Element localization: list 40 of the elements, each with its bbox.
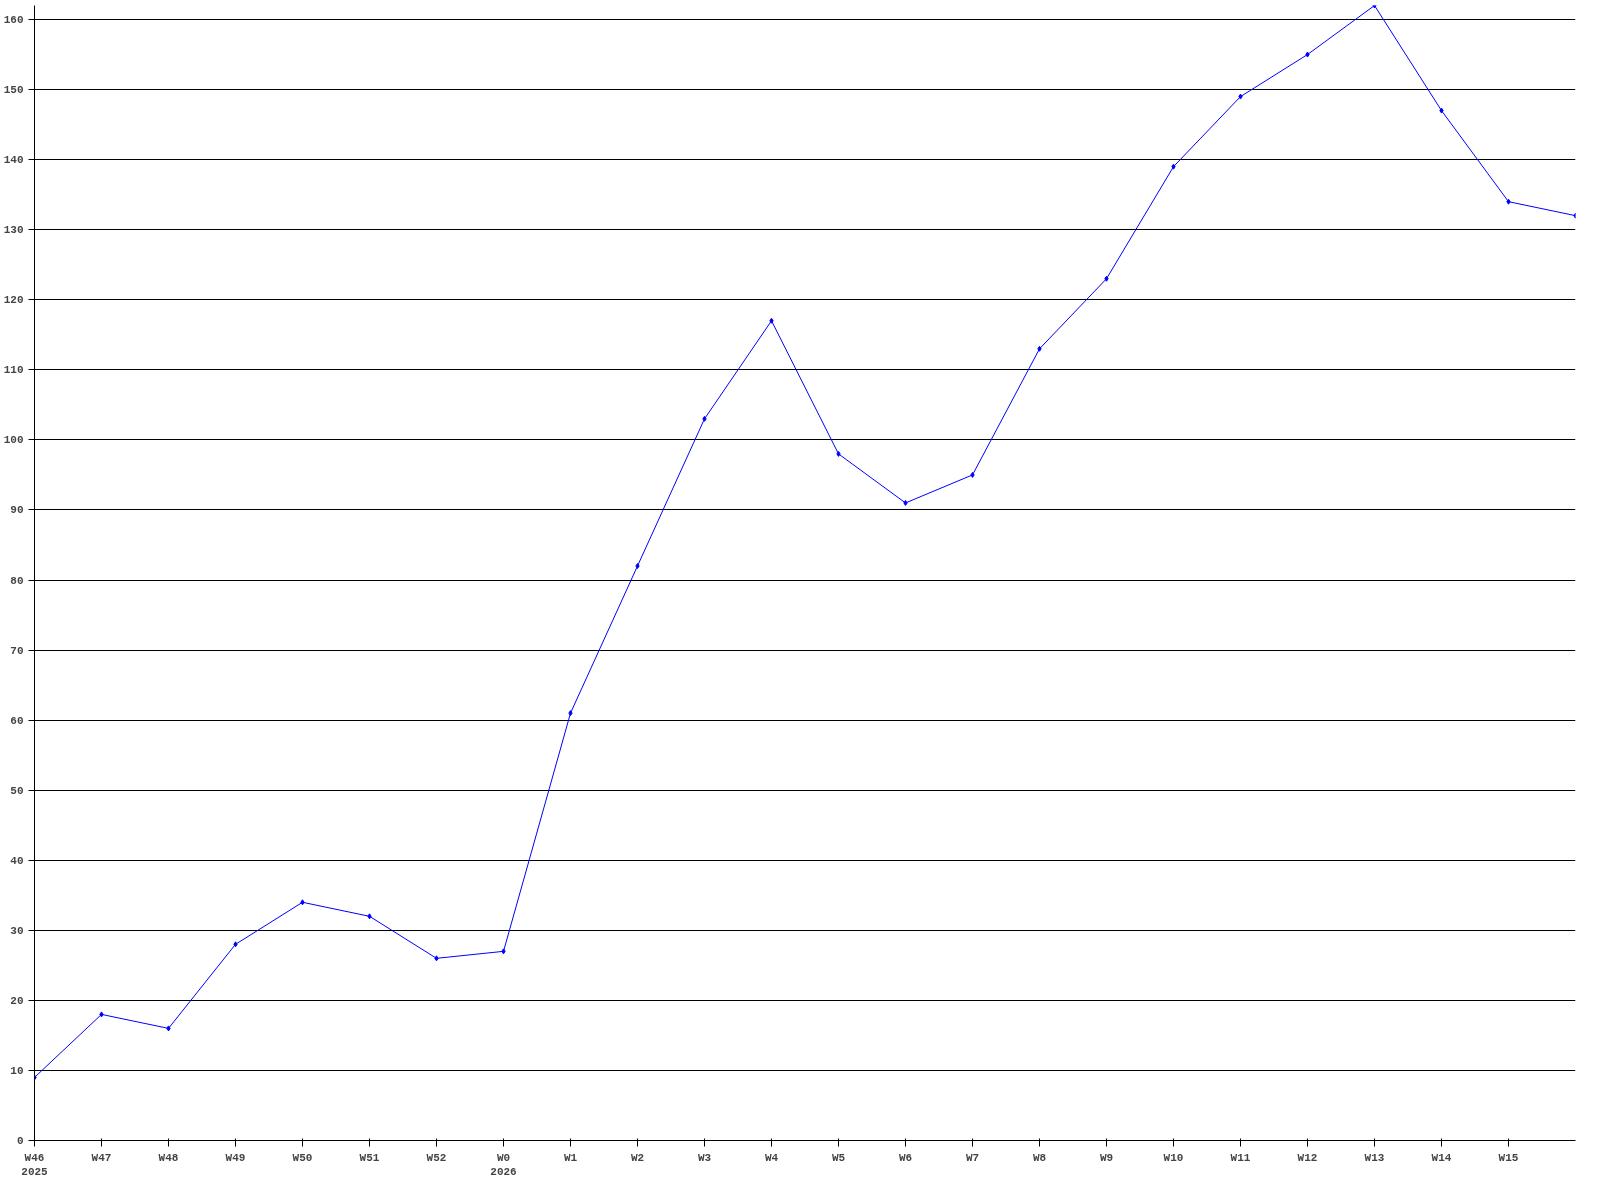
y-tick-label: 130 [3, 224, 24, 237]
x-tick-label: W11 [1230, 1151, 1251, 1164]
y-tick-label: 110 [3, 364, 24, 377]
x-tick-label: W6 [898, 1151, 913, 1164]
x-tick-label: W49 [225, 1151, 246, 1164]
x-tick-label: W7 [965, 1151, 980, 1164]
x-tick-label: W9 [1099, 1151, 1114, 1164]
x-tick-label: W51 [359, 1151, 380, 1164]
y-tick-label: 60 [10, 714, 24, 727]
y-tick-label: 70 [10, 644, 24, 657]
y-tick-label: 90 [10, 504, 24, 517]
y-tick-label: 30 [10, 924, 24, 937]
x-tick-label: W46 2025 [21, 1151, 49, 1178]
y-tick-label: 140 [3, 154, 24, 167]
x-tick-label: W4 [764, 1151, 779, 1164]
y-tick-label: 100 [3, 434, 24, 447]
x-tick-label: W10 [1163, 1151, 1184, 1164]
x-tick-label: W12 [1297, 1151, 1318, 1164]
x-tick-label: W15 [1498, 1151, 1519, 1164]
x-tick-label: W2 [630, 1151, 645, 1164]
x-tick-label: W48 [158, 1151, 179, 1164]
y-tick-label: 50 [10, 784, 24, 797]
y-tick-label: 0 [16, 1135, 24, 1147]
y-tick-label: 20 [10, 994, 24, 1007]
y-tick-label: 10 [10, 1064, 24, 1077]
x-tick-label: W1 [563, 1151, 578, 1164]
x-tick-label: W14 [1431, 1151, 1452, 1164]
x-tick-label: W52 [426, 1151, 447, 1164]
y-tick-label: 80 [10, 574, 24, 587]
x-tick-label: W0 2026 [490, 1151, 517, 1178]
x-tick-label: W3 [697, 1151, 712, 1164]
x-tick-label: W47 [91, 1151, 112, 1164]
y-tick-label: 120 [3, 294, 24, 307]
x-tick-label: W50 [292, 1151, 313, 1164]
y-tick-label: 160 [3, 14, 24, 27]
x-tick-label: W13 [1364, 1151, 1385, 1164]
x-tick-label: W5 [831, 1151, 846, 1164]
y-tick-label: 150 [3, 84, 24, 97]
x-tick-label: W8 [1032, 1151, 1047, 1164]
y-tick-label: 40 [10, 854, 24, 867]
